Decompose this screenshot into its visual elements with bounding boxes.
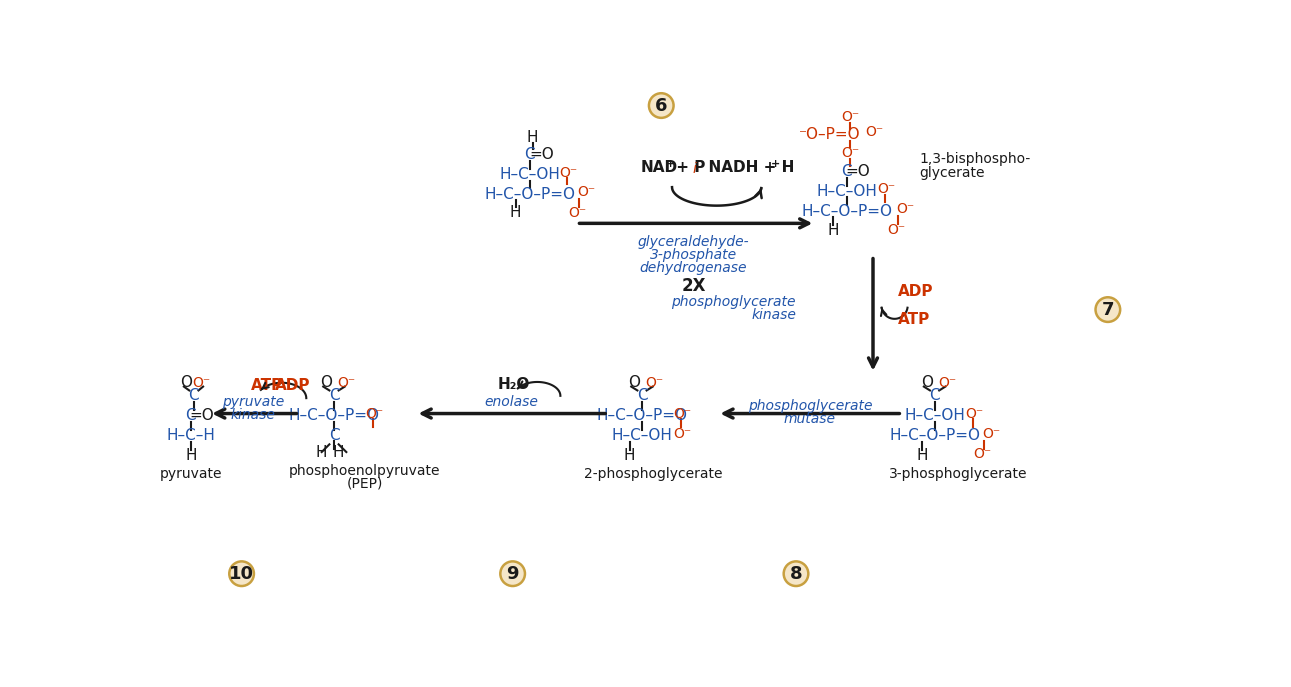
Text: H–C–O–P=O: H–C–O–P=O xyxy=(596,408,688,423)
Text: + P: + P xyxy=(671,159,706,174)
Text: O⁻: O⁻ xyxy=(568,205,586,220)
Text: C: C xyxy=(329,388,340,403)
Text: dehydrogenase: dehydrogenase xyxy=(640,261,747,275)
Text: 3-phosphate: 3-phosphate xyxy=(651,248,737,262)
Text: C: C xyxy=(524,147,534,162)
Text: O⁻: O⁻ xyxy=(646,376,664,390)
Text: O: O xyxy=(181,375,192,390)
Text: C: C xyxy=(930,388,940,403)
Text: H₂O: H₂O xyxy=(498,376,531,392)
Text: C: C xyxy=(188,388,199,403)
Text: pyruvate: pyruvate xyxy=(160,466,222,481)
Circle shape xyxy=(230,561,254,586)
Text: +: + xyxy=(666,159,675,169)
Text: pyruvate: pyruvate xyxy=(222,395,284,409)
Text: O⁻: O⁻ xyxy=(937,376,957,390)
Text: H–C–OH: H–C–OH xyxy=(612,429,673,443)
Text: H–C–O–P=O: H–C–O–P=O xyxy=(889,429,980,443)
Text: enolase: enolase xyxy=(484,395,538,409)
Text: H–C–OH: H–C–OH xyxy=(816,184,878,199)
Text: H: H xyxy=(510,205,522,220)
Text: NAD: NAD xyxy=(640,159,678,174)
Text: H–C–H: H–C–H xyxy=(167,429,216,443)
Text: 2-phosphoglycerate: 2-phosphoglycerate xyxy=(585,466,723,481)
Text: H–C–O–P=O: H–C–O–P=O xyxy=(288,408,380,423)
Text: O⁻: O⁻ xyxy=(966,407,984,420)
Text: H–C–OH: H–C–OH xyxy=(904,408,966,423)
Text: (PEP): (PEP) xyxy=(346,477,383,491)
Text: ⁻O–P=O: ⁻O–P=O xyxy=(799,127,861,142)
Text: 2X: 2X xyxy=(682,278,706,295)
Text: kinase: kinase xyxy=(231,408,275,422)
Text: H: H xyxy=(624,448,635,462)
Text: ATP: ATP xyxy=(250,378,283,392)
Text: C: C xyxy=(329,429,340,443)
Text: O⁻: O⁻ xyxy=(887,223,905,236)
Circle shape xyxy=(501,561,525,586)
Text: 6: 6 xyxy=(655,97,667,115)
Text: =O: =O xyxy=(846,164,870,179)
Text: H: H xyxy=(316,444,328,460)
Text: NADH + H: NADH + H xyxy=(698,159,794,174)
Text: 3-phosphoglycerate: 3-phosphoglycerate xyxy=(888,466,1026,481)
Text: O⁻: O⁻ xyxy=(840,110,859,124)
Text: phosphoenolpyruvate: phosphoenolpyruvate xyxy=(289,464,440,478)
Text: H: H xyxy=(185,448,196,462)
Text: O⁻: O⁻ xyxy=(365,407,383,420)
Text: phosphoglycerate: phosphoglycerate xyxy=(747,399,873,413)
Text: ADP: ADP xyxy=(897,284,933,300)
Text: O⁻: O⁻ xyxy=(192,376,210,390)
Text: O⁻: O⁻ xyxy=(982,427,1001,440)
Text: O⁻: O⁻ xyxy=(673,407,691,420)
Text: H: H xyxy=(917,448,928,462)
Text: 8: 8 xyxy=(790,565,802,583)
Text: +: + xyxy=(771,159,781,169)
Circle shape xyxy=(649,93,674,118)
Text: O: O xyxy=(920,375,933,390)
Text: O: O xyxy=(320,375,332,390)
Text: C: C xyxy=(636,388,647,403)
Text: i: i xyxy=(693,161,697,176)
Text: glycerate: glycerate xyxy=(919,166,985,179)
Text: ADP: ADP xyxy=(275,378,310,392)
Text: O⁻: O⁻ xyxy=(559,166,577,179)
Text: H–C–O–P=O: H–C–O–P=O xyxy=(484,187,574,201)
Text: H: H xyxy=(828,223,839,238)
Text: O⁻: O⁻ xyxy=(896,202,914,216)
Text: =O: =O xyxy=(529,147,554,162)
Text: phosphoglycerate: phosphoglycerate xyxy=(671,295,797,309)
Text: O⁻: O⁻ xyxy=(865,126,883,139)
Text: 1,3-bisphospho-: 1,3-bisphospho- xyxy=(919,153,1030,166)
Text: O: O xyxy=(629,375,640,390)
Text: O⁻: O⁻ xyxy=(973,447,991,462)
Text: C: C xyxy=(186,408,196,423)
Text: H: H xyxy=(333,444,345,460)
Text: glyceraldehyde-: glyceraldehyde- xyxy=(638,235,749,249)
Text: kinase: kinase xyxy=(751,308,797,322)
Text: H–C–O–P=O: H–C–O–P=O xyxy=(802,203,892,218)
Circle shape xyxy=(784,561,808,586)
Text: 10: 10 xyxy=(229,565,254,583)
Text: O⁻: O⁻ xyxy=(337,376,355,390)
Text: O⁻: O⁻ xyxy=(577,185,595,199)
Text: =O: =O xyxy=(190,408,214,423)
Text: mutase: mutase xyxy=(784,412,835,426)
Text: O⁻: O⁻ xyxy=(840,146,859,159)
Circle shape xyxy=(1096,297,1121,322)
Text: H: H xyxy=(527,131,538,146)
Text: O⁻: O⁻ xyxy=(673,427,691,440)
Text: 7: 7 xyxy=(1101,301,1114,319)
Text: ATP: ATP xyxy=(897,312,930,327)
Text: 9: 9 xyxy=(506,565,519,583)
Text: O⁻: O⁻ xyxy=(878,183,896,196)
Text: C: C xyxy=(842,164,852,179)
Text: H–C–OH: H–C–OH xyxy=(500,168,560,182)
